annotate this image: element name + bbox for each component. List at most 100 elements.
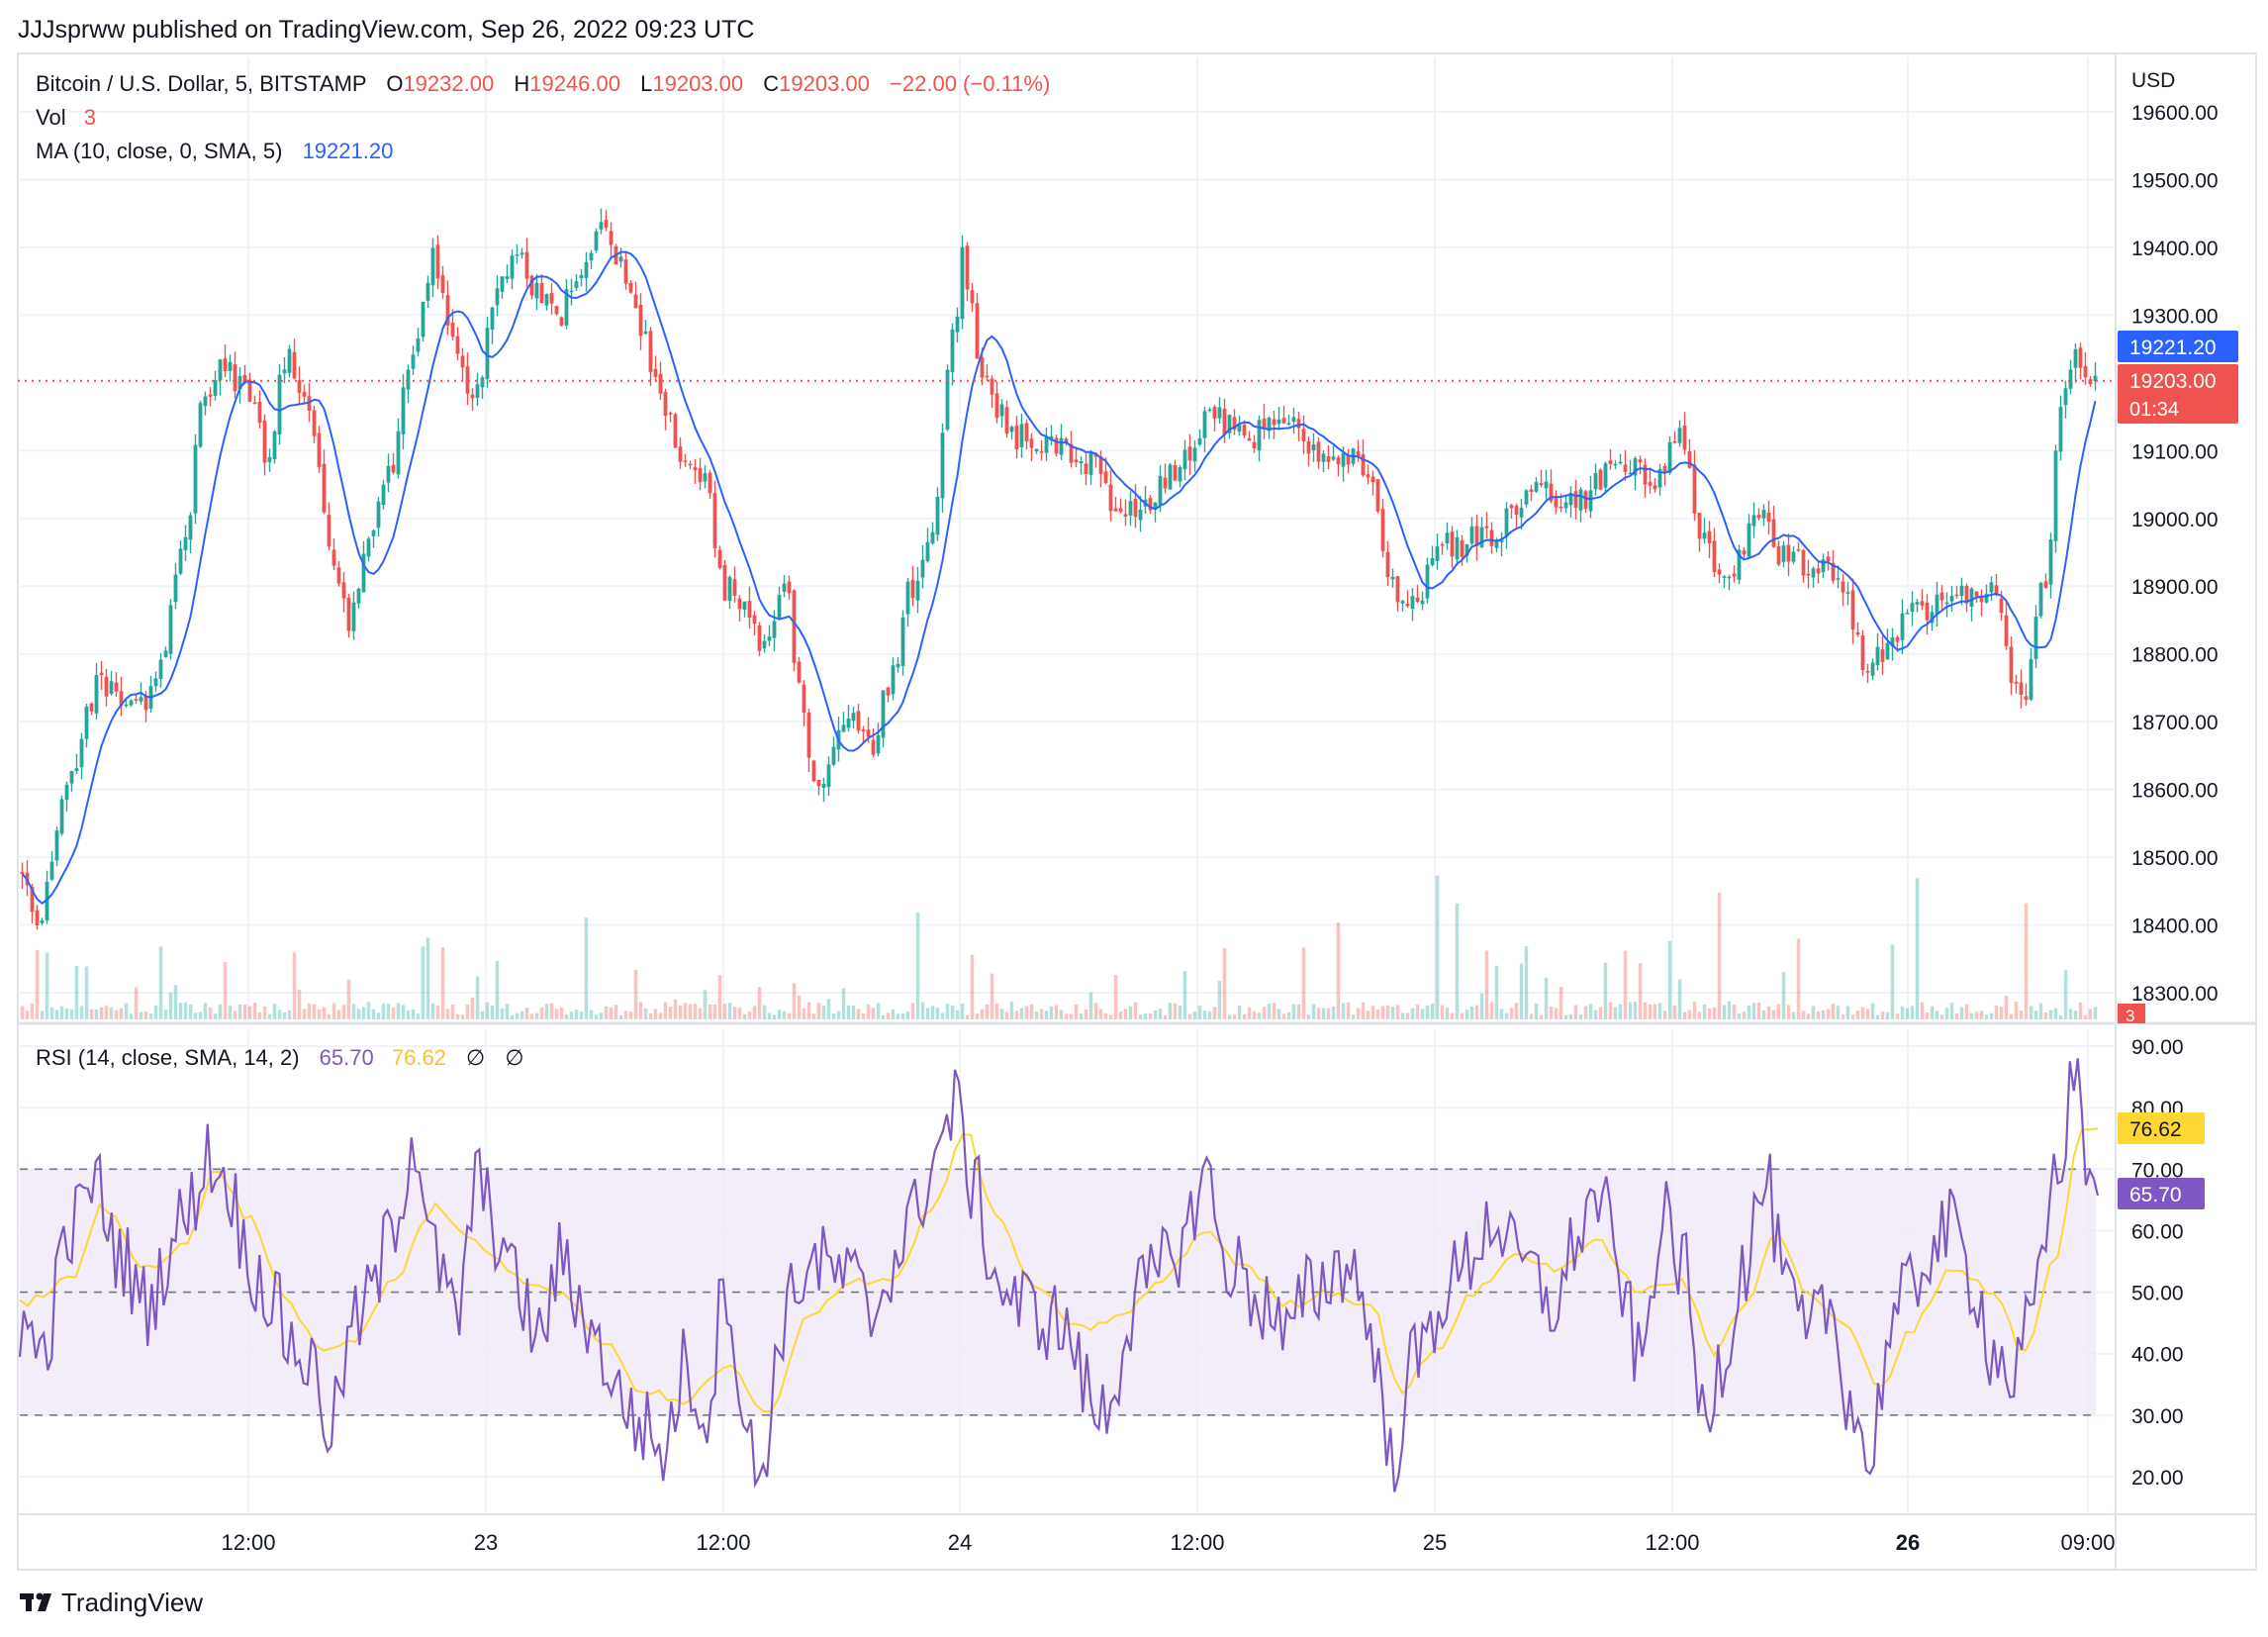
price-tick-label: 19600.00 [2131,102,2219,125]
volume-bar [317,1009,322,1019]
volume-bar [1603,962,1608,1019]
volume-bar [1935,1011,1939,1019]
volume-bar [272,1004,277,1019]
candle [1118,498,1123,515]
candle [1385,540,1390,586]
candle [1826,550,1831,571]
volume-bar [2078,1002,2083,1019]
volume-bar [341,1005,346,1019]
candle [1489,522,1494,554]
candle [762,634,767,653]
candle [1554,490,1559,515]
volume-bar [1450,1012,1455,1019]
candle [119,676,124,717]
volume-bar [1064,1013,1069,1019]
volume-bar [1148,1012,1153,1019]
candle [742,601,747,618]
volume-bar [1964,1004,1969,1019]
volume-bar [1395,1005,1400,1019]
volume-bar [881,1014,886,1019]
volume-bar [1707,1008,1712,1019]
candle [89,702,94,716]
volume-bar [861,1012,866,1019]
volume-bar [1494,965,1499,1019]
candle [1474,515,1479,561]
candle [1667,435,1672,475]
candle [2078,342,2083,380]
volume-bar [1088,992,1093,1019]
candle [1831,549,1836,584]
candle [950,323,955,386]
candle [490,307,495,344]
volume-bar [1420,1009,1425,1019]
candle [228,354,233,382]
candle [1766,500,1771,535]
candle [292,338,297,380]
candle [945,364,950,432]
volume-bar [1138,1014,1143,1019]
rsi-extra-2: ∅ [505,1045,523,1070]
volume-bar [386,1004,391,1019]
candle [1163,463,1168,494]
volume-bar [1222,947,1227,1019]
candle [717,545,722,570]
volume-bar [35,949,40,1019]
volume-bar [1608,1002,1613,1019]
volume-bar [1237,1005,1242,1019]
candle [638,293,643,350]
candle [1885,628,1890,660]
volume-bar [1014,1011,1019,1019]
volume-bar [1489,1002,1494,1019]
low-value: 19203.00 [652,71,743,96]
volume-bar [1247,1007,1252,1019]
volume-bar [1598,1007,1603,1019]
volume-bar [1242,1013,1247,1019]
volume-bar [327,1014,331,1019]
rsi-line [18,1058,2100,1493]
volume-bar [1910,1006,1915,1019]
volume-bar [1272,1003,1276,1019]
volume-bar [203,1003,208,1019]
candle [1267,416,1272,439]
candle [188,512,193,554]
volume-bar [1539,1014,1544,1019]
candle [1964,583,1969,613]
volume-bar [1034,1011,1039,1019]
candle [1915,599,1920,613]
price-axis-ticks: 19600.00 19500.00 19400.00 19300.00 19100.00… [2131,102,2219,1006]
volume-bar [406,1011,411,1019]
candle [237,367,242,404]
candle [500,276,505,299]
candle [767,625,772,647]
candle [1860,629,1865,677]
candle [1836,565,1841,589]
volume-bar [193,1012,198,1019]
volume-bar [1895,1013,1900,1019]
candle [1445,522,1450,550]
candle [331,538,336,570]
volume-bar [782,1011,787,1019]
candle [1529,484,1534,502]
volume-bar [1079,1013,1084,1019]
candle [233,351,237,399]
candle [1380,499,1385,558]
volume-bar [1153,1010,1158,1019]
candle [505,264,510,284]
ma-line [21,250,2097,905]
volume-bar [673,999,678,1019]
candle [1608,448,1613,470]
candle [1272,411,1276,439]
volume-bar [529,1013,534,1019]
volume-bar [302,1009,307,1019]
candle [1296,412,1301,442]
volume-bar [1974,1011,1979,1019]
candle [1182,439,1187,481]
volume-bar [1212,1007,1217,1019]
candle [876,722,881,757]
candle [1727,574,1732,591]
candle [346,594,351,638]
candle [811,759,816,783]
volume-bar [30,1003,35,1019]
price-tick-label: 18300.00 [2131,983,2219,1006]
volume-bar [1252,1011,1257,1019]
